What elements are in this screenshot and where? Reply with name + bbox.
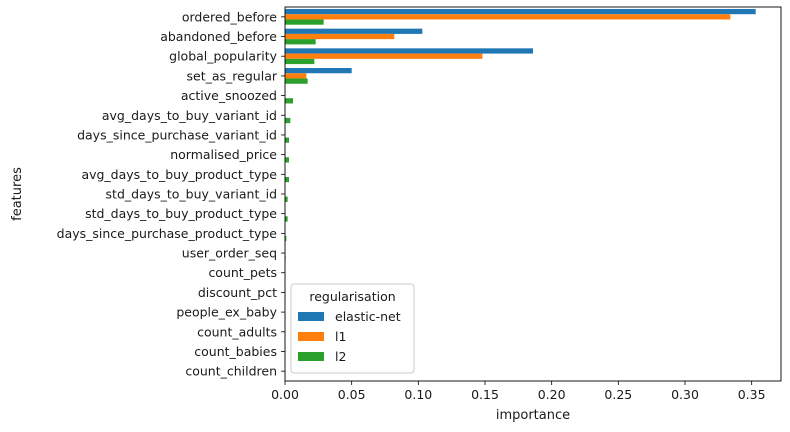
y-tick-label: count_children <box>185 364 277 379</box>
legend: regularisation elastic-net l1 l2 <box>290 283 415 374</box>
y-tick-label: count_babies <box>194 344 277 359</box>
y-tick-label: std_days_to_buy_product_type <box>85 206 277 221</box>
bar-l2-active_snoozed <box>285 98 293 104</box>
bar-l1-global_popularity <box>285 53 483 59</box>
bar-l1-ordered_before <box>285 14 731 20</box>
bar-elastic-net-global_popularity <box>285 48 533 54</box>
bar-l2-global_popularity <box>285 58 315 65</box>
bar-l2-ordered_before <box>285 19 324 25</box>
y-tick-label: people_ex_baby <box>176 305 277 320</box>
bar-l2-normalised_price <box>285 157 289 163</box>
bar-l1-abandoned_before <box>285 33 395 40</box>
y-tick-label: global_popularity <box>169 49 277 64</box>
x-tick-label: 0.30 <box>671 387 699 402</box>
y-axis-title: features <box>10 167 25 221</box>
y-tick-label: ordered_before <box>182 9 277 24</box>
bar-l2-days_since_purchase_variant_id <box>285 137 289 143</box>
y-tick-label: avg_days_to_buy_product_type <box>81 167 277 182</box>
x-tick-label: 0.20 <box>538 387 566 402</box>
y-tick-label: user_order_seq <box>182 246 277 261</box>
bar-l2-std_days_to_buy_variant_id <box>285 196 288 202</box>
x-tick-label: 0.05 <box>338 387 366 402</box>
legend-swatch-elastic-net <box>298 312 324 321</box>
legend-swatch-l2 <box>298 352 324 361</box>
y-tick-label: avg_days_to_buy_variant_id <box>102 108 277 123</box>
y-axis-ticks: ordered_before abandoned_before global_pop… <box>57 9 285 379</box>
x-tick-label: 0.35 <box>738 387 766 402</box>
x-axis-ticks: 0.00 0.05 0.10 0.15 0.20 0.25 0.30 0.35 <box>271 381 766 402</box>
y-tick-label: count_pets <box>208 265 277 280</box>
bar-l2-avg_days_to_buy_product_type <box>285 176 289 183</box>
x-tick-label: 0.15 <box>471 387 499 402</box>
bars-layer <box>285 8 756 380</box>
y-tick-label: discount_pct <box>198 285 277 300</box>
y-tick-label: count_adults <box>197 324 277 339</box>
legend-title: regularisation <box>309 289 395 304</box>
bar-elastic-net-ordered_before <box>285 8 756 15</box>
bar-l2-set_as_regular <box>285 78 308 84</box>
y-tick-label: normalised_price <box>170 147 277 162</box>
bar-l2-std_days_to_buy_product_type <box>285 216 288 222</box>
y-tick-label: active_snoozed <box>181 88 277 103</box>
y-tick-label: days_since_purchase_product_type <box>57 226 278 241</box>
legend-box <box>290 283 415 374</box>
legend-swatch-l1 <box>298 332 324 341</box>
y-tick-label: set_as_regular <box>187 68 278 83</box>
x-tick-label: 0.00 <box>271 387 299 402</box>
bar-l1-set_as_regular <box>285 73 307 79</box>
bar-l2-avg_days_to_buy_variant_id <box>285 117 291 124</box>
x-axis-title: importance <box>496 408 570 423</box>
legend-label-elastic-net: elastic-net <box>335 309 401 324</box>
legend-label-l2: l2 <box>335 349 346 364</box>
legend-label-l1: l1 <box>335 329 346 344</box>
y-tick-label: std_days_to_buy_variant_id <box>106 187 277 202</box>
x-tick-label: 0.25 <box>604 387 632 402</box>
y-tick-label: abandoned_before <box>160 29 277 44</box>
x-tick-label: 0.10 <box>404 387 432 402</box>
legend-items: elastic-net l1 l2 <box>298 309 401 364</box>
bar-elastic-net-abandoned_before <box>285 28 423 34</box>
bar-elastic-net-set_as_regular <box>285 68 352 74</box>
bar-l2-abandoned_before <box>285 39 316 45</box>
y-tick-label: days_since_purchase_variant_id <box>77 127 277 142</box>
bar-l2-days_since_purchase_product_type <box>285 235 287 242</box>
